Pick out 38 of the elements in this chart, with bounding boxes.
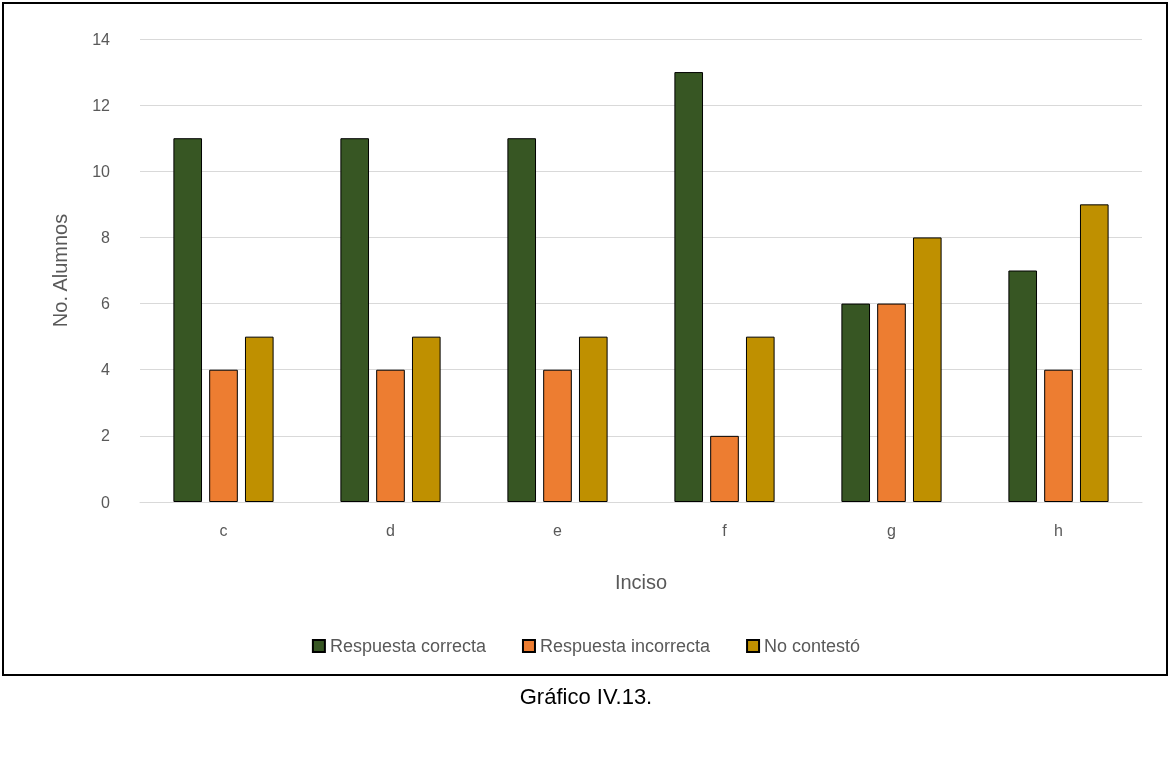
bar	[507, 138, 537, 502]
bar	[745, 336, 775, 502]
legend-label: Respuesta correcta	[329, 636, 487, 656]
x-tick-label: e	[553, 521, 563, 539]
bar	[912, 237, 942, 502]
x-tick-label: g	[887, 521, 896, 539]
y-tick-label: 2	[101, 427, 111, 445]
bar	[1044, 369, 1073, 502]
x-tick-label: d	[386, 521, 395, 539]
bar	[209, 369, 238, 502]
bar	[173, 138, 203, 502]
bar	[710, 435, 739, 502]
legend-label: No contestó	[764, 636, 861, 656]
y-axis-title: No. Alumnos	[49, 213, 71, 328]
x-axis-title: Inciso	[614, 571, 668, 593]
x-tick-label: f	[722, 521, 728, 539]
x-tick-label: h	[1054, 521, 1063, 539]
bar	[376, 369, 405, 502]
text: Gráfico IV.13.	[518, 684, 654, 710]
bar	[543, 369, 572, 502]
x-tick-label: c	[219, 521, 228, 539]
bar	[340, 138, 370, 502]
bar	[578, 336, 608, 502]
y-tick-label: 4	[101, 361, 111, 379]
y-tick-label: 10	[92, 162, 111, 180]
bar	[1079, 204, 1109, 502]
bar	[841, 303, 871, 502]
bar	[411, 336, 441, 502]
bar	[244, 336, 274, 502]
bar	[1008, 270, 1038, 502]
y-tick-label: 8	[101, 228, 111, 246]
y-tick-label: 0	[101, 493, 111, 511]
bar	[674, 72, 704, 502]
y-tick-label: 12	[92, 96, 111, 114]
bar	[877, 303, 906, 502]
y-tick-label: 14	[92, 30, 111, 48]
y-tick-label: 6	[101, 295, 111, 313]
legend-label: Respuesta incorrecta	[539, 636, 712, 656]
